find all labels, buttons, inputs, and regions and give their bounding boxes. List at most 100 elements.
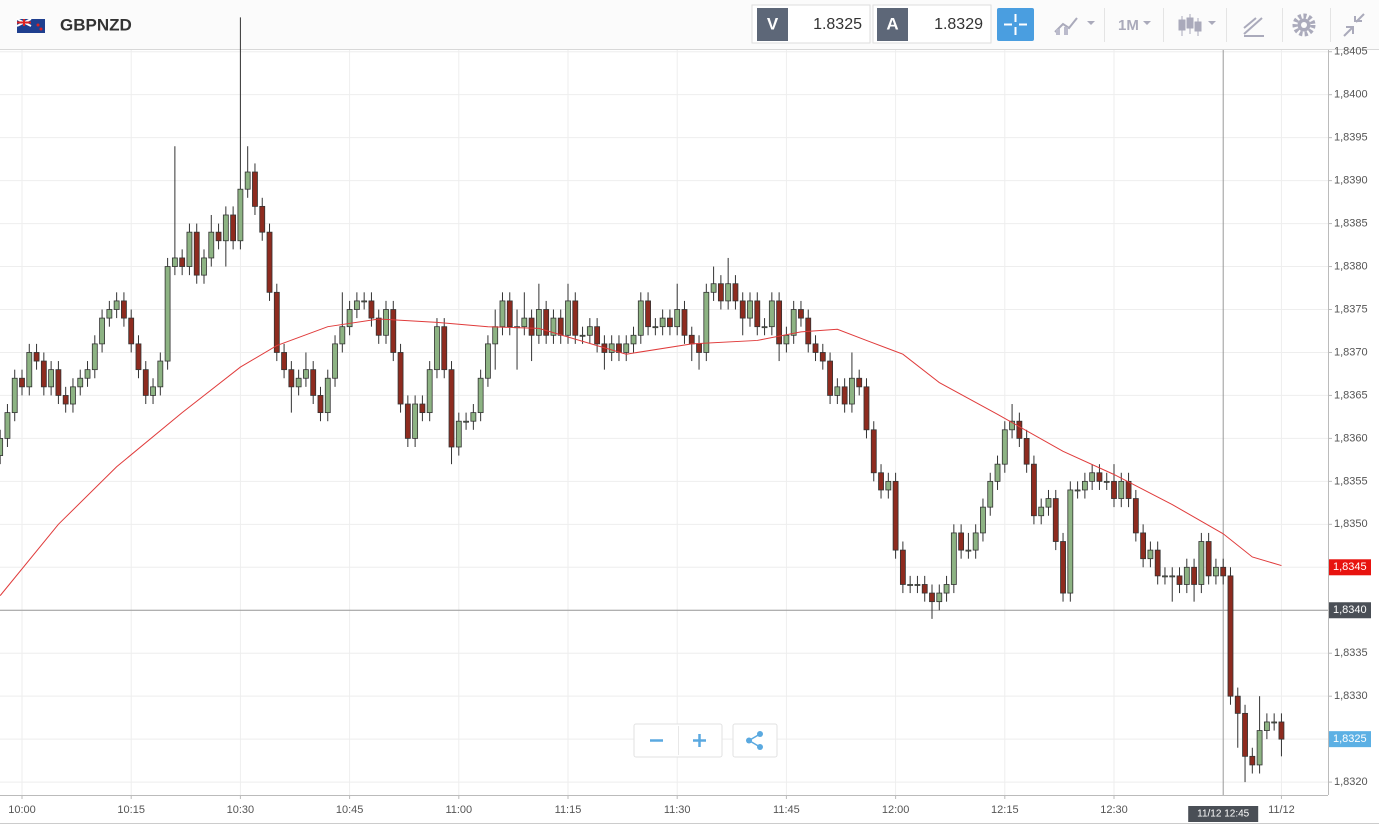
candle-body [1031,463,1037,517]
candle-body [535,309,542,336]
candle-body [303,369,309,379]
candle-body [353,300,360,310]
candle-body [747,300,753,319]
candle-body [812,343,819,353]
candle-body [1147,549,1154,560]
candle-body [688,334,695,345]
candle-body [1038,506,1045,517]
candle-body [1191,566,1197,585]
flag [16,18,45,33]
candle-body [288,369,295,388]
settings-button[interactable] [1292,13,1316,37]
candle-body [776,300,783,345]
candle-body [921,584,928,594]
candle-body [1220,566,1227,577]
y-tick-label: 1,8390 [1334,175,1368,187]
timeframe-arrow [1143,21,1151,25]
candle-body [310,369,317,396]
candle-body [659,317,666,328]
y-tick-label: 1,8380 [1334,260,1368,272]
candle-body [1111,480,1117,499]
candle-body [1205,541,1212,577]
candle-body [77,377,84,388]
candle-body [361,300,368,303]
x-tick-label: 12:15 [991,804,1019,816]
candle-body [557,317,564,336]
candle-body [885,480,892,491]
candle-body [368,300,375,319]
x-tick-label: 11:45 [773,804,800,816]
timeframe[interactable]: 1M [1118,17,1139,34]
candle-body [222,214,229,242]
candle-body [783,334,790,345]
zoom-in[interactable] [693,734,706,747]
y-tick-label: 1,8395 [1334,132,1368,144]
candle-body [281,352,287,371]
moving-average [0,318,1282,596]
candle-body [230,214,237,242]
candle-body [841,386,848,405]
y-tick-label: 1,8320 [1334,776,1368,788]
candle-body [594,326,601,345]
candle-body [332,343,338,379]
candle-body [1169,575,1176,578]
candle-body [84,369,91,379]
candle-body [550,317,557,336]
chart-type-button[interactable] [1178,14,1216,36]
candle-body [266,231,273,293]
candle-body [645,300,651,328]
price-label-box [1329,731,1371,748]
candle-body [252,171,258,207]
candle-body [485,343,491,379]
candle-body [135,343,142,371]
share-button[interactable] [732,723,778,758]
candle-body [412,403,419,439]
x-tick-label: 10:30 [227,804,255,816]
candle-body [186,231,193,267]
draw-button[interactable] [1243,17,1264,37]
candle-body [26,352,33,388]
candle-body [761,326,768,329]
candle-body [0,437,4,456]
crosshair-button[interactable] [997,8,1034,41]
candle-body [157,360,164,388]
candle-body [1096,472,1103,482]
candle-body [448,369,455,448]
candle-body [543,309,550,336]
candle-body [907,584,914,586]
collapse-button[interactable] [1343,13,1365,37]
candle-body [70,386,76,405]
candle-body [870,429,877,474]
candle-body [1140,532,1147,560]
candle-body [470,412,477,422]
candle-body [681,309,688,336]
candle-body [1249,755,1256,766]
sell-label: V [767,14,779,33]
candle-body [113,300,120,310]
candle-body [404,403,411,439]
x-tick-label: 12:00 [882,804,910,816]
candle-body [1256,730,1263,766]
candle-body [397,352,404,405]
x-tick-label: 10:00 [8,804,36,816]
y-tick-label: 1,8360 [1334,432,1368,444]
candle-body [579,334,586,337]
x-tick-label: 12:30 [1100,804,1128,816]
candle-body [193,231,200,276]
zoom-controls [633,723,778,758]
candle-body [40,360,47,388]
sell-label-box [757,8,788,41]
candle-body [441,326,448,371]
candle-body [208,231,215,259]
candle-body [128,317,135,345]
candle-body [1009,420,1015,431]
candle-body [201,257,207,276]
candle-body [48,369,55,388]
candle-body [521,317,528,328]
indicator-button[interactable] [1054,17,1095,35]
candle-body [324,377,331,414]
candle-body [1016,420,1023,439]
candle-body [674,309,681,328]
candle-body [834,386,841,396]
y-tick-label: 1,8400 [1334,89,1368,101]
